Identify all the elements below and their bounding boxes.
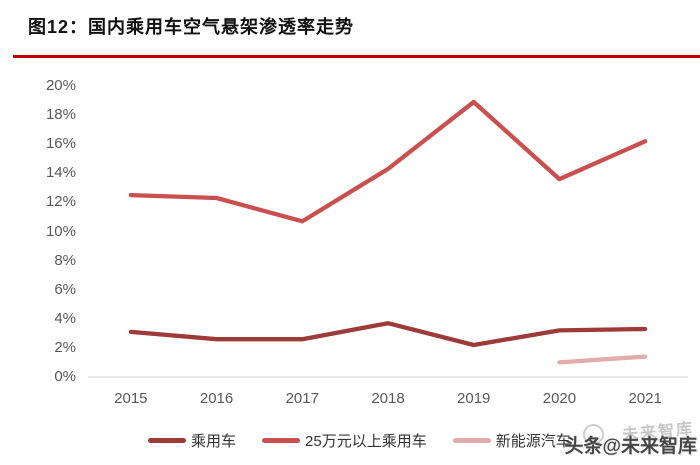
y-axis-tick-label: 6% [54, 280, 76, 298]
y-axis-tick-label: 2% [54, 338, 76, 356]
legend-item-2: 新能源汽车 [452, 430, 571, 451]
y-axis-tick-label: 10% [45, 222, 76, 240]
line-chart [88, 99, 688, 378]
title-rule [13, 55, 700, 58]
series-line-0 [128, 321, 648, 348]
x-axis-tick-label: 2020 [542, 390, 577, 407]
x-axis-tick-label: 2021 [628, 390, 662, 407]
series-line-1 [128, 99, 648, 224]
legend-item-1: 25万元以上乘用车 [262, 430, 427, 451]
legend-label: 乘用车 [191, 433, 237, 450]
chart-area: 0% 2% 4% 6% 8% 10% 12% 14% 16% 18% 20% 2015 2016 201… [0, 60, 700, 420]
x-axis-tick-label: 2015 [114, 390, 148, 407]
legend-swatch-icon [148, 438, 186, 443]
x-axis-tick-label: 2019 [457, 390, 491, 407]
watermark: 未来智库 头条@未来智库 [490, 418, 700, 465]
y-axis-tick-label: 20% [45, 77, 76, 94]
series-line-2 [557, 354, 648, 365]
figure-title: 图12：国内乘用车空气悬架渗透率走势 [28, 17, 355, 37]
y-axis-tick-label: 0% [54, 368, 76, 385]
y-axis-tick-label: 18% [45, 106, 76, 124]
legend-label: 25万元以上乘用车 [305, 433, 427, 450]
y-axis-tick-label: 16% [45, 135, 76, 153]
y-axis-tick-label: 8% [54, 251, 76, 269]
x-axis-tick-label: 2016 [199, 390, 234, 407]
chart-legend: 乘用车 25万元以上乘用车 新能源汽车 [148, 430, 571, 451]
y-axis-tick-label: 12% [45, 193, 76, 211]
y-axis-tick-label: 4% [54, 309, 76, 327]
watermark-text: 头条@未来智库 [564, 436, 697, 457]
legend-item-0: 乘用车 [148, 430, 236, 451]
x-axis-tick-label: 2018 [371, 390, 405, 407]
y-axis-tick-label: 14% [45, 164, 76, 182]
legend-swatch-icon [452, 438, 491, 443]
legend-label: 新能源汽车 [495, 433, 571, 450]
legend-swatch-icon [262, 438, 301, 443]
watermark-badge-icon [583, 424, 604, 445]
x-axis-tick-label: 2017 [285, 390, 319, 407]
